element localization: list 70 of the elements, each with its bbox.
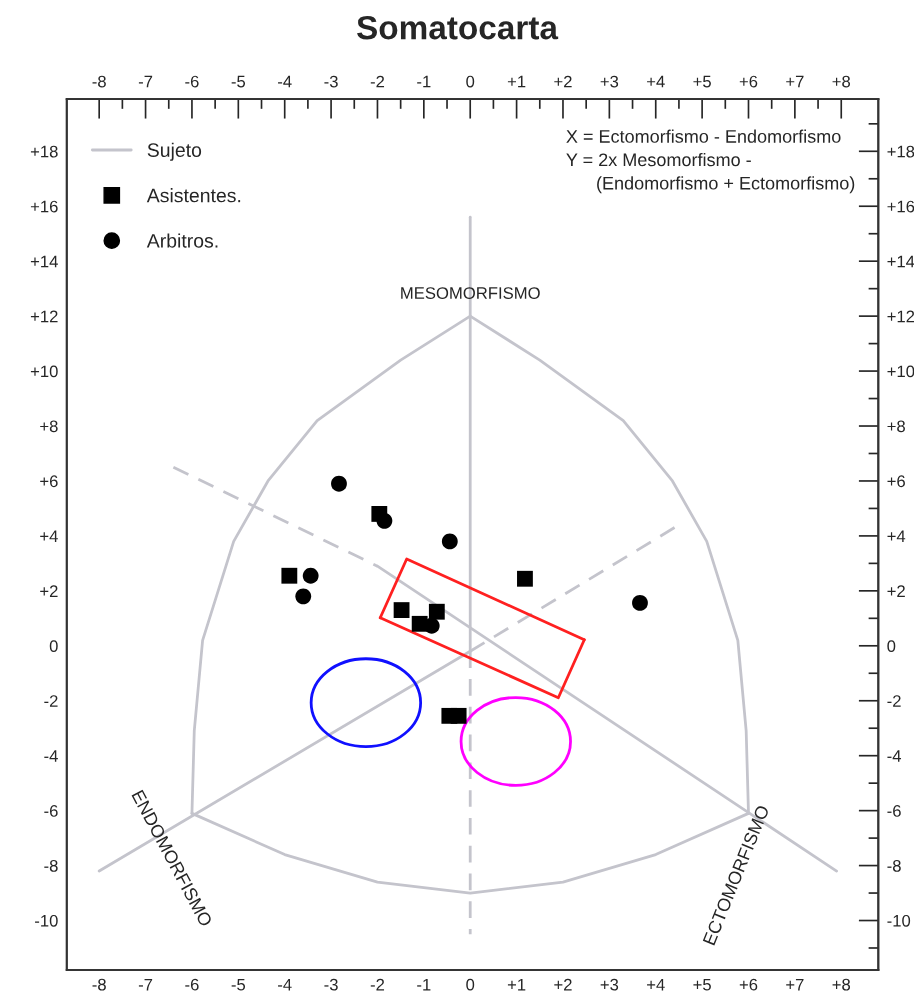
x-tick-label: -2 — [370, 978, 385, 991]
y-tick-label: -6 — [44, 805, 58, 817]
y-tick-label: +12 — [30, 310, 58, 323]
x2-tick-label: -8 — [92, 75, 106, 88]
y-tick-label: +6 — [40, 475, 58, 488]
y-tick-label: -10 — [35, 914, 58, 927]
legend-label: Asistentes. — [146, 188, 241, 203]
y-tick-label: +2 — [40, 585, 58, 597]
y2-tick-label: +8 — [887, 420, 905, 433]
x-tick-label: +5 — [693, 978, 711, 991]
y2-tick-label: +6 — [887, 475, 905, 488]
x2-tick-label: -2 — [370, 75, 385, 88]
y-tick-label: -8 — [44, 859, 58, 872]
y-tick-label: -4 — [44, 750, 58, 762]
x-tick-label: -5 — [231, 978, 246, 991]
y2-tick-label: +10 — [887, 365, 914, 378]
x2-tick-label: +5 — [693, 75, 711, 88]
y-tick-label: +4 — [40, 530, 58, 542]
y2-tick-label: +4 — [887, 530, 906, 542]
x2-tick-label: +1 — [507, 75, 526, 88]
y2-tick-label: +14 — [887, 255, 914, 268]
annotation: X = Ectomorfismo - Endomorfismo Y = 2x Mesomorfismo - (Endomorfismo + Ectomorfismo) — [566, 129, 855, 194]
annotation: MESOMORFISMO — [401, 287, 540, 299]
y2-tick-label: -10 — [887, 914, 911, 927]
x2-tick-label: +6 — [739, 75, 758, 88]
x-tick-label: +7 — [786, 978, 804, 991]
x-tick-label: +8 — [832, 978, 851, 991]
x-tick-label: +6 — [739, 978, 758, 991]
x-tick-label: +2 — [554, 978, 572, 991]
x2-tick-label: -7 — [138, 75, 153, 88]
x2-tick-label: -1 — [417, 75, 431, 88]
x-tick-label: +3 — [600, 978, 619, 991]
y-tick-label: +16 — [30, 200, 58, 213]
x2-tick-label: +2 — [554, 75, 572, 88]
y-tick-label: +10 — [30, 365, 58, 378]
y-tick-label: -2 — [44, 695, 58, 707]
x2-tick-label: 0 — [466, 75, 475, 88]
x2-tick-label: -6 — [185, 75, 199, 88]
y-tick-label: +8 — [40, 420, 58, 433]
x-tick-label: -3 — [324, 978, 338, 991]
y2-tick-label: -2 — [887, 695, 901, 707]
y2-tick-label: +18 — [887, 145, 914, 158]
x-tick-label: -4 — [278, 978, 292, 991]
y2-tick-label: -8 — [887, 859, 901, 872]
y-tick-label: +18 — [30, 145, 58, 158]
x2-tick-label: +3 — [600, 75, 619, 88]
y2-tick-label: -4 — [887, 750, 902, 762]
y-tick-label: 0 — [49, 640, 58, 652]
x-tick-label: -7 — [138, 978, 153, 991]
x-tick-label: -1 — [417, 978, 431, 991]
legend-label: Arbitros. — [146, 233, 218, 248]
x-tick-label: +4 — [647, 978, 665, 991]
x2-tick-label: -4 — [278, 75, 292, 88]
x2-tick-label: +8 — [832, 75, 851, 88]
legend-label: Sujeto — [147, 142, 202, 161]
x2-tick-label: -5 — [231, 75, 246, 88]
x-tick-label: -6 — [185, 978, 199, 991]
y2-tick-label: +2 — [887, 585, 905, 597]
x2-tick-label: -3 — [324, 75, 338, 88]
y2-tick-label: +12 — [887, 310, 914, 323]
x-tick-label: -8 — [92, 978, 106, 991]
x-tick-label: +1 — [507, 978, 526, 991]
y-tick-label: +14 — [30, 255, 58, 268]
x2-tick-label: +4 — [647, 75, 665, 88]
y2-tick-label: -6 — [887, 805, 901, 817]
chart-title: Somatocarta — [357, 15, 559, 40]
x-tick-label: 0 — [466, 978, 475, 991]
y2-tick-label: 0 — [887, 640, 896, 652]
x2-tick-label: +7 — [786, 75, 804, 88]
y2-tick-label: +16 — [887, 200, 914, 213]
